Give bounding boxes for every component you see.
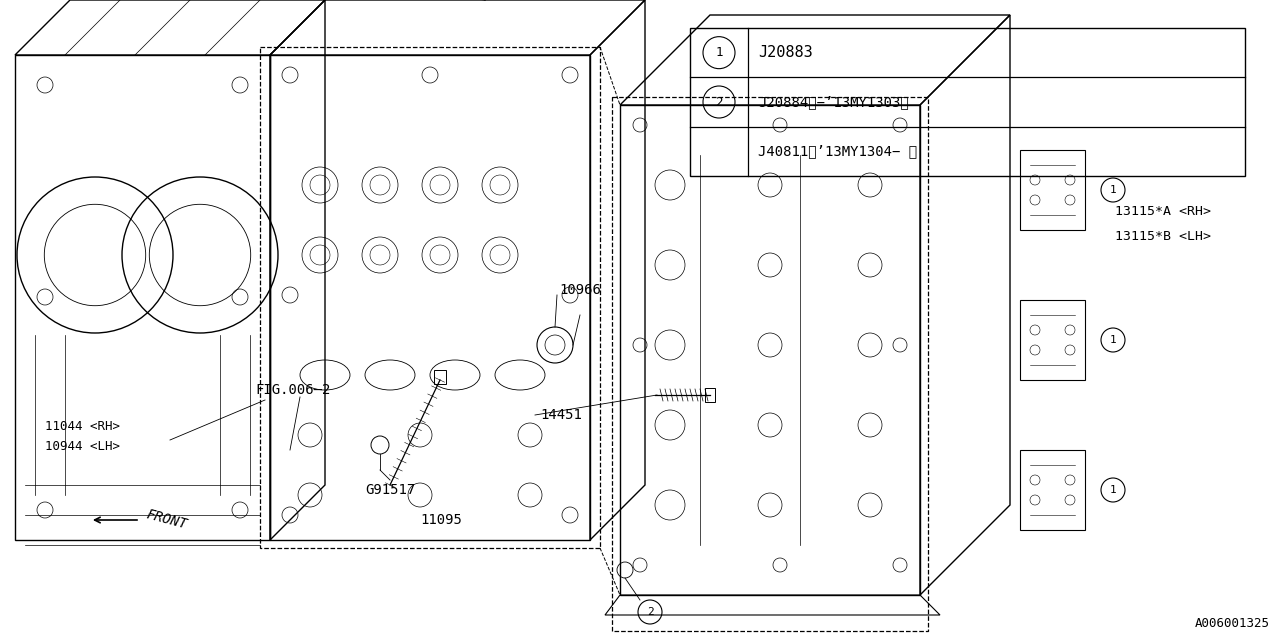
- Text: 2: 2: [646, 607, 653, 617]
- Bar: [260, 47, 600, 548]
- Text: J40811（’13MY1304− ）: J40811（’13MY1304− ）: [758, 145, 918, 158]
- Bar: [612, 97, 928, 631]
- Text: 1: 1: [1110, 485, 1116, 495]
- Text: 10966: 10966: [559, 283, 600, 297]
- Text: 11044 <RH>: 11044 <RH>: [45, 420, 120, 433]
- Text: 1: 1: [1110, 185, 1116, 195]
- Text: 10944 <LH>: 10944 <LH>: [45, 440, 120, 453]
- Text: FRONT: FRONT: [145, 508, 189, 532]
- Text: J20884（−’13MY1303）: J20884（−’13MY1303）: [758, 95, 909, 109]
- Text: A006001325: A006001325: [1196, 617, 1270, 630]
- Text: 1: 1: [716, 46, 723, 59]
- Text: 13115*A <RH>: 13115*A <RH>: [1115, 205, 1211, 218]
- Text: 13115*B <LH>: 13115*B <LH>: [1115, 230, 1211, 243]
- Text: 14451: 14451: [540, 408, 582, 422]
- Text: 11095: 11095: [420, 513, 462, 527]
- Text: 1: 1: [1110, 335, 1116, 345]
- Text: 2: 2: [716, 95, 723, 109]
- Text: J20883: J20883: [758, 45, 813, 60]
- Bar: [690, 28, 1245, 176]
- Text: G91517: G91517: [365, 483, 415, 497]
- Text: FIG.006–2: FIG.006–2: [255, 383, 330, 397]
